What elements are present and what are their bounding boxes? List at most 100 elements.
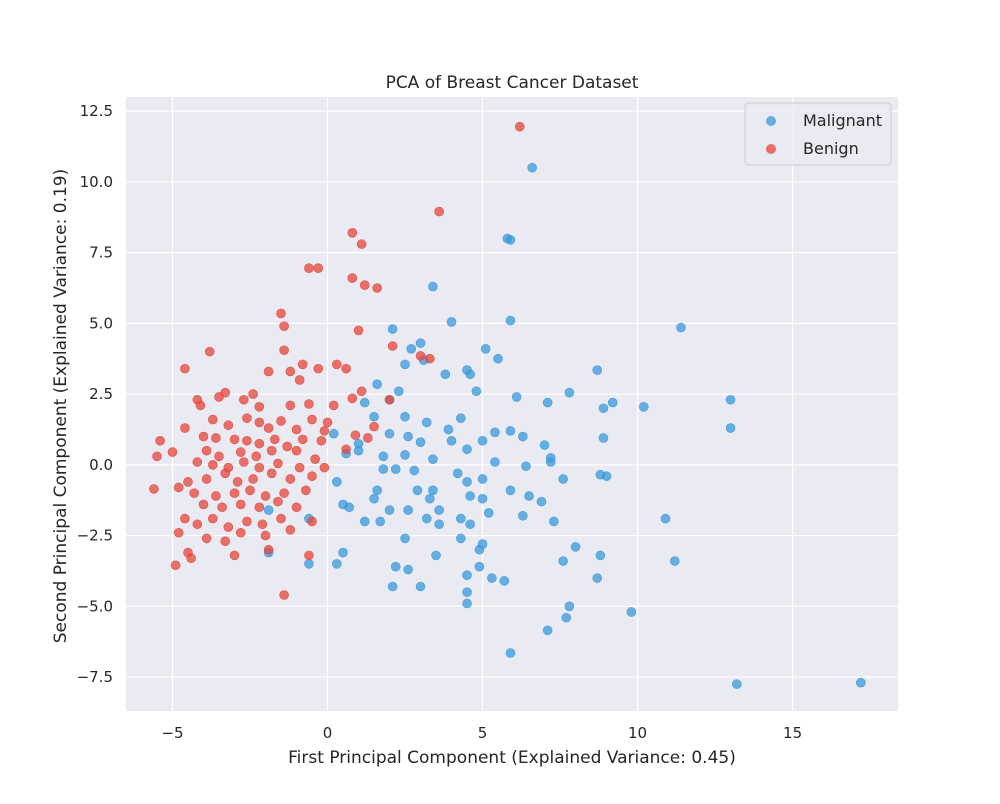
data-point bbox=[189, 488, 200, 498]
data-point bbox=[350, 430, 361, 440]
data-point bbox=[180, 513, 190, 524]
y-tick-label: 7.5 bbox=[89, 244, 113, 262]
data-point bbox=[347, 393, 358, 404]
data-point bbox=[294, 462, 305, 473]
data-point bbox=[487, 573, 497, 583]
data-point bbox=[347, 228, 358, 238]
data-point bbox=[474, 544, 485, 555]
data-point bbox=[359, 397, 370, 408]
data-point bbox=[505, 235, 516, 245]
data-point bbox=[338, 547, 348, 558]
data-point bbox=[279, 321, 289, 331]
data-point bbox=[270, 434, 280, 445]
data-point bbox=[208, 513, 218, 524]
data-point bbox=[229, 488, 240, 498]
data-point bbox=[499, 576, 510, 586]
x-axis-label: First Principal Component (Explained Var… bbox=[288, 748, 736, 768]
data-point bbox=[415, 437, 426, 447]
data-point bbox=[511, 392, 522, 402]
data-point bbox=[155, 435, 165, 446]
legend-marker-malignant bbox=[766, 116, 776, 126]
data-point bbox=[332, 559, 342, 569]
data-point bbox=[626, 607, 637, 617]
data-point bbox=[307, 414, 317, 425]
data-point bbox=[669, 556, 680, 566]
data-point bbox=[266, 445, 277, 456]
y-tick-label: −7.5 bbox=[77, 668, 113, 686]
data-point bbox=[462, 444, 472, 455]
data-point bbox=[440, 369, 451, 380]
data-point bbox=[542, 625, 553, 636]
data-point bbox=[353, 325, 364, 336]
data-point bbox=[353, 445, 364, 456]
data-point bbox=[372, 379, 382, 389]
data-point bbox=[428, 454, 438, 464]
data-point bbox=[167, 447, 178, 457]
data-point bbox=[415, 581, 426, 592]
data-point bbox=[595, 550, 606, 561]
data-point bbox=[266, 468, 277, 479]
data-point bbox=[220, 536, 231, 547]
data-point bbox=[332, 359, 342, 370]
data-point bbox=[400, 411, 410, 422]
data-point bbox=[564, 387, 575, 398]
data-point bbox=[307, 516, 317, 527]
data-point bbox=[201, 445, 212, 456]
data-point bbox=[601, 471, 612, 481]
data-point bbox=[285, 366, 296, 377]
data-point bbox=[561, 612, 572, 623]
data-point bbox=[415, 338, 426, 348]
data-point bbox=[607, 397, 618, 408]
data-point bbox=[235, 447, 246, 457]
data-point bbox=[282, 441, 293, 452]
data-point bbox=[514, 121, 525, 132]
data-point bbox=[245, 485, 255, 496]
data-point bbox=[313, 263, 324, 273]
data-point bbox=[356, 239, 367, 249]
data-point bbox=[211, 491, 221, 501]
data-point bbox=[242, 413, 252, 423]
data-point bbox=[338, 499, 348, 510]
data-point bbox=[263, 423, 274, 433]
data-point bbox=[400, 359, 410, 370]
data-point bbox=[251, 451, 262, 462]
data-point bbox=[490, 427, 500, 438]
data-point bbox=[359, 280, 370, 290]
data-point bbox=[372, 283, 382, 293]
data-point bbox=[725, 423, 736, 433]
data-point bbox=[400, 450, 410, 460]
data-point bbox=[477, 474, 488, 484]
legend-label-benign: Benign bbox=[803, 139, 859, 158]
data-point bbox=[183, 477, 193, 487]
data-point bbox=[294, 375, 305, 385]
data-point bbox=[180, 363, 190, 374]
data-point bbox=[731, 679, 742, 689]
data-point bbox=[505, 648, 516, 658]
data-point bbox=[201, 533, 212, 544]
data-point bbox=[564, 601, 575, 612]
data-point bbox=[456, 533, 466, 544]
data-point bbox=[527, 162, 537, 173]
data-point bbox=[462, 587, 472, 597]
x-tick-label: 0 bbox=[323, 724, 333, 742]
y-axis-label: Second Principal Component (Explained Va… bbox=[51, 169, 71, 643]
y-tick-label: 2.5 bbox=[89, 385, 113, 403]
data-point bbox=[518, 431, 528, 442]
data-point bbox=[384, 428, 395, 439]
data-point bbox=[186, 553, 196, 564]
data-point bbox=[542, 397, 553, 408]
data-point bbox=[558, 556, 568, 566]
plot-area bbox=[126, 97, 898, 711]
data-point bbox=[316, 435, 327, 446]
data-point bbox=[217, 502, 227, 513]
data-point bbox=[332, 477, 342, 487]
data-point bbox=[378, 464, 389, 474]
data-point bbox=[254, 402, 265, 412]
data-point bbox=[328, 428, 339, 439]
data-point bbox=[443, 424, 454, 435]
data-point bbox=[341, 363, 351, 374]
data-point bbox=[235, 527, 246, 538]
data-point bbox=[378, 451, 389, 462]
